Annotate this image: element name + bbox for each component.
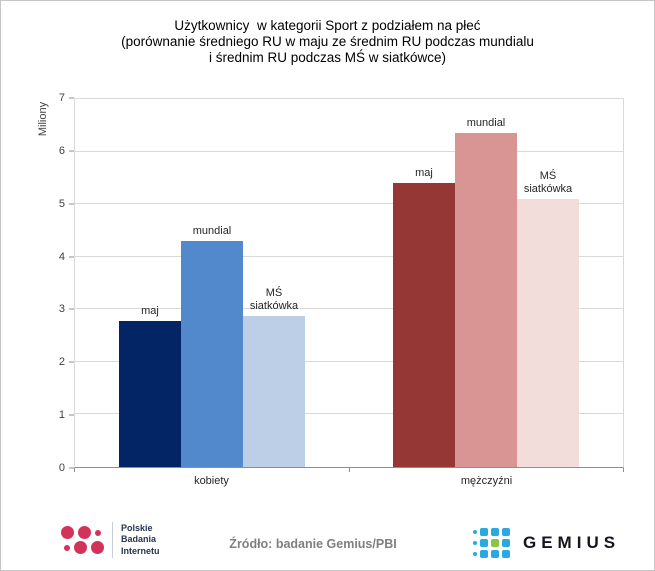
y-tick-label: 5 [58,197,65,210]
gemius-dot [473,541,477,545]
pbi-dot [64,544,70,551]
gemius-dot [480,539,488,547]
pbi-logo-divider [112,522,113,558]
x-tick-mark [623,468,624,472]
bar-with-label: MŚ siatkówka [517,99,579,467]
gridline [75,308,623,310]
bar-label: MŚ siatkówka [523,169,573,195]
bar-label: MŚ siatkówka [249,286,299,312]
x-axis-tick-marks [74,468,624,472]
category-label: mężczyźni [460,475,513,487]
bar-label: mundial [192,224,232,237]
plot-area: maj mundial MŚ siatkówka maj mundial MŚ siatk… [74,98,624,468]
bar [119,320,181,467]
gemius-logo-dots-icon [473,528,510,558]
pbi-logo-text-line-2: Badania [121,534,157,545]
gridline [75,203,623,205]
y-tick-label: 1 [58,409,65,422]
y-axis-tick-labels: 0 1 2 3 4 5 6 7 [1,92,65,474]
gemius-dot [491,550,499,558]
gridline [75,360,623,362]
pbi-dot [61,526,74,539]
y-tick-label: 0 [58,462,65,474]
bar-with-label: mundial [181,99,243,467]
gemius-dot [502,539,510,547]
gemius-dot [491,528,499,536]
pbi-dot [74,541,87,554]
chart-title-line-2: (porównanie średniego RU w maju ze średn… [121,34,534,49]
gemius-dot [473,552,477,556]
y-tick-mark [69,256,74,258]
bar-with-label: maj [393,99,455,467]
y-tick-label: 7 [58,92,65,104]
bar-label: maj [415,167,433,180]
gemius-dot-row [473,528,510,536]
y-tick-label: 4 [58,250,65,263]
y-tick-mark [69,414,74,416]
gemius-logo-text: GEMIUS [523,533,621,552]
gemius-dot [480,528,488,536]
gridline [75,150,623,152]
gridline [75,255,623,257]
x-axis-category-labels: kobiety mężczyźni [74,475,624,487]
y-tick-label: 3 [58,303,65,316]
gemius-dot-row [473,550,510,558]
chart-title-line-3: i średnim RU podczas MŚ w siatkówce) [208,50,447,65]
gemius-dot-row [473,539,510,547]
gridline [75,413,623,415]
gemius-dot [491,539,499,547]
pbi-logo-dots-icon [61,524,104,556]
pbi-dot-row [64,541,104,554]
x-tick-mark [349,468,350,472]
y-tick-mark [69,203,74,205]
bar [393,183,455,467]
y-tick-mark [69,361,74,363]
gemius-logo: GEMIUS [473,528,620,558]
gemius-dot [502,528,510,536]
pbi-dot [91,541,104,554]
bar [517,198,579,467]
bar-with-label: mundial [455,99,517,467]
bar-label: mundial [466,117,506,130]
gemius-dot [502,550,510,558]
chart-title: Użytkownicy w kategorii Sport z podziałe… [1,18,654,66]
bar [181,240,243,467]
pbi-dot [95,529,101,536]
y-tick-mark [69,467,74,469]
pbi-logo-text-line-1: Polskie [121,522,153,533]
x-tick-mark [74,468,75,472]
pbi-dot [78,526,91,539]
pbi-logo-text-line-3: Internetu [121,545,160,556]
y-axis-tick-marks [69,97,74,469]
bar [455,133,517,467]
category-label: kobiety [194,475,229,487]
gemius-dot [473,530,477,534]
chart-title-line-1: Użytkownicy w kategorii Sport z podziałe… [174,18,481,33]
bar-groups: maj mundial MŚ siatkówka maj mundial MŚ siatk… [75,99,623,467]
y-tick-label: 6 [58,144,65,157]
pbi-logo-text: Polskie Badania Internetu [121,523,160,558]
bar-group: maj mundial MŚ siatkówka [75,99,349,467]
bar-group: maj mundial MŚ siatkówka [349,99,623,467]
bar-with-label: MŚ siatkówka [243,99,305,467]
gemius-dot [480,550,488,558]
y-tick-mark [69,308,74,310]
bar-with-label: maj [119,99,181,467]
pbi-logo: Polskie Badania Internetu [61,522,160,558]
y-tick-mark [69,97,74,99]
y-tick-mark [69,150,74,152]
bar-label: maj [141,304,159,317]
y-tick-label: 2 [58,356,65,369]
source-caption: Źródło: badanie Gemius/PBI [229,537,397,551]
pbi-dot-row [61,526,104,539]
bar [243,315,305,467]
